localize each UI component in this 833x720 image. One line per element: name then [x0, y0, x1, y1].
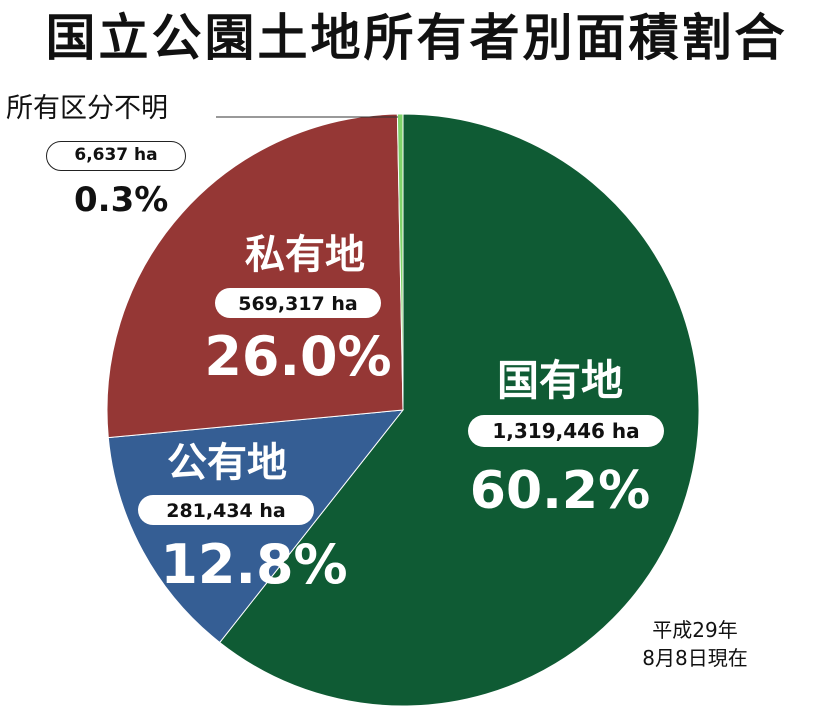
area-label-private-land: 569,317 ha	[238, 293, 358, 315]
percent-label-public-land: 12.8%	[160, 533, 347, 596]
chart-title: 国立公園土地所有者別面積割合	[45, 9, 788, 67]
area-label-national-land: 1,319,446 ha	[492, 419, 639, 443]
note-year: 平成29年	[652, 618, 738, 642]
slice-public-land	[107, 409, 405, 644]
area-pill-national-land	[468, 415, 664, 447]
area-unknown-owner: 6,637 ha	[46, 141, 186, 171]
slice-label-national-land: 国有地	[497, 356, 623, 405]
percent-label-national-land: 60.2%	[470, 461, 650, 521]
slice-private-land	[106, 113, 404, 439]
slice-label-public-land: 公有地	[167, 440, 287, 486]
percent-unknown-owner: 0.3%	[74, 180, 169, 220]
as-of-note: 平成29年 8月8日現在	[615, 616, 775, 672]
note-date: 8月8日現在	[642, 646, 748, 670]
label-unknown-owner: 所有区分不明	[6, 93, 168, 124]
area-label-public-land: 281,434 ha	[166, 500, 286, 522]
area-pill-public-land	[138, 495, 314, 525]
percent-label-private-land: 26.0%	[204, 325, 391, 388]
slice-national-land	[219, 113, 700, 707]
slice-label-private-land: 私有地	[245, 232, 365, 278]
area-pill-private-land	[215, 288, 381, 318]
slice-unknown-owner	[396, 113, 404, 411]
